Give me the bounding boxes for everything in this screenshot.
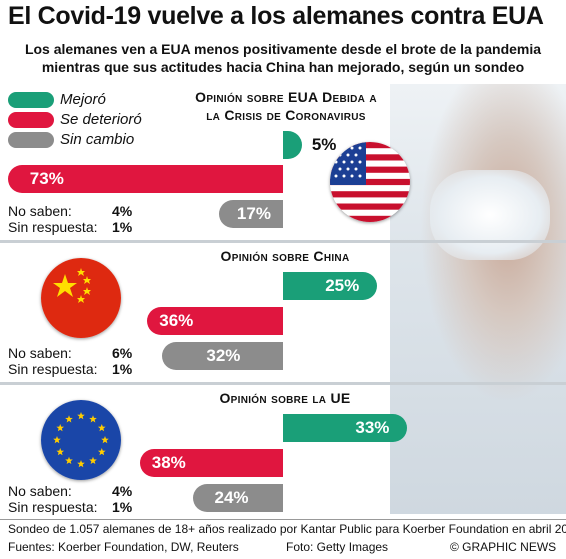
bar-label-usa-improved: 5%: [311, 135, 337, 154]
usa-section-title-line-1: Opinión sobre EUA Debida a: [195, 89, 377, 105]
footer-sources: Fuentes: Koerber Foundation, DW, Reuters: [8, 540, 239, 554]
bar-label-usa-unchanged: 17%: [236, 204, 271, 223]
bar-usa-improved: [283, 131, 302, 159]
eu-star-icon: [65, 456, 73, 465]
bar-label-china-unchanged: 32%: [206, 346, 241, 365]
usa-section-title-line-2: la Crisis de Coronavirus: [206, 107, 366, 123]
bar-eu-worsened: 38%: [139, 449, 283, 477]
usa-no-response-value: 1%: [112, 219, 133, 235]
page-title: El Covid-19 vuelve a los alemanes contra…: [8, 2, 544, 30]
eu-star-icon: [97, 424, 106, 432]
dont-know-label: No saben:: [8, 345, 72, 361]
no-response-label: Sin respuesta:: [8, 219, 98, 235]
bar-usa-unchanged: 17%: [218, 200, 283, 228]
eu-star-icon: [77, 460, 85, 468]
bar-china-improved: 25%: [283, 272, 378, 300]
usa-dont-know-value: 4%: [112, 203, 133, 219]
bar-label-eu-worsened: 38%: [151, 453, 186, 472]
usa-flag-icon: [330, 142, 410, 222]
bar-china-worsened: 36%: [147, 307, 283, 335]
usa-section-title: Opinión sobre EUA Debida a la Crisis de …: [168, 88, 404, 124]
eu-star-icon: [89, 456, 97, 465]
china-flag-icon: [41, 258, 121, 338]
section-divider: [0, 240, 566, 243]
dont-know-label: No saben:: [8, 203, 72, 219]
bar-eu-unchanged: 24%: [192, 484, 283, 512]
footer-divider: [0, 519, 566, 520]
eu-dont-know-value: 4%: [112, 483, 133, 499]
subtitle-line-1: Los alemanes ven a EUA menos positivamen…: [24, 41, 542, 57]
eu-star-icon: [89, 415, 97, 423]
eu-star-icon: [56, 448, 65, 456]
legend-swatch-unchanged: [8, 132, 54, 148]
china-no-response-value: 1%: [112, 361, 133, 377]
legend-label-worsened: Se deterioró: [60, 111, 142, 128]
eu-flag-icon: [41, 400, 121, 480]
china-no-answer: No saben: 6% Sin respuesta: 1%: [8, 345, 132, 377]
china-dont-know-value: 6%: [112, 345, 133, 361]
eu-star-icon: [53, 436, 61, 444]
bar-label-usa-worsened: 73%: [29, 169, 64, 188]
subtitle-line-2: mientras que sus actitudes hacia China h…: [41, 59, 525, 75]
footer-copyright: © GRAPHIC NEWS: [450, 540, 557, 554]
no-response-label: Sin respuesta:: [8, 499, 98, 515]
bar-label-eu-improved: 33%: [355, 418, 390, 437]
bar-label-china-worsened: 36%: [159, 311, 194, 330]
eu-star-icon: [97, 448, 106, 456]
footer-note: Sondeo de 1.057 alemanes de 18+ años rea…: [8, 522, 566, 536]
eu-star-icon: [56, 424, 65, 432]
eu-star-icon: [65, 415, 73, 423]
bar-eu-improved: 33%: [283, 414, 408, 442]
dont-know-label: No saben:: [8, 483, 72, 499]
eu-no-response-value: 1%: [112, 499, 133, 515]
legend-swatch-improved: [8, 92, 54, 108]
legend-swatch-worsened: [8, 112, 54, 128]
legend-label-improved: Mejoró: [60, 91, 106, 108]
china-section-title: Opinión sobre China: [220, 248, 350, 264]
background-photo-mask: [430, 170, 550, 260]
bar-china-unchanged: 32%: [162, 342, 283, 370]
usa-no-answer: No saben: 4% Sin respuesta: 1%: [8, 203, 132, 235]
bar-label-china-improved: 25%: [325, 276, 360, 295]
eu-star-icon: [101, 436, 109, 444]
bar-usa-worsened: 73%: [7, 165, 283, 193]
eu-star-icon: [77, 412, 85, 420]
eu-no-answer: No saben: 4% Sin respuesta: 1%: [8, 483, 132, 515]
bar-label-eu-unchanged: 24%: [214, 488, 249, 507]
footer-photo-credit: Foto: Getty Images: [286, 540, 389, 554]
legend-label-unchanged: Sin cambio: [60, 131, 135, 148]
subtitle: Los alemanes ven a EUA menos positivamen…: [0, 40, 566, 76]
no-response-label: Sin respuesta:: [8, 361, 98, 377]
section-divider: [0, 382, 566, 385]
eu-section-title: Opinión sobre la UE: [219, 390, 351, 406]
